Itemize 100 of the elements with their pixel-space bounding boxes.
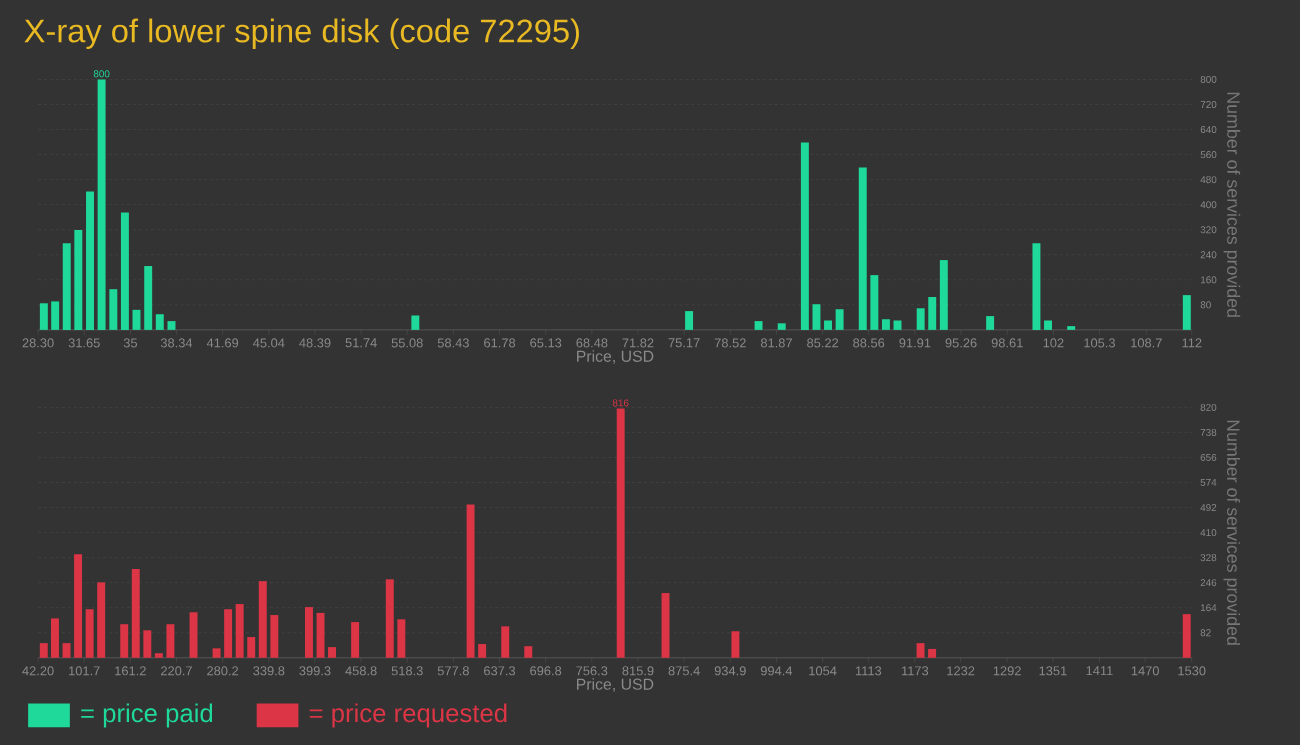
y-tick-label: 82: [1200, 629, 1211, 637]
y-tick-label: 640: [1200, 125, 1217, 133]
x-tick-label: 88.56: [853, 338, 885, 348]
bar: [928, 296, 937, 330]
x-tick-label: 1470: [1131, 666, 1159, 676]
x-tick-label: 518.3: [391, 666, 423, 676]
bar: [189, 612, 198, 658]
x-tick-label: 75.17: [668, 338, 700, 348]
bar: [1032, 243, 1041, 330]
bar: [616, 408, 625, 658]
bar: [881, 319, 890, 330]
x-tick-label: 45.04: [253, 338, 285, 348]
x-tick-label: 105.3: [1084, 338, 1115, 348]
bar: [893, 320, 902, 330]
bar: [120, 212, 129, 330]
y-tick-label: 560: [1200, 150, 1217, 158]
bar: [120, 624, 129, 658]
x-tick-label: 85.22: [807, 338, 839, 348]
y-tick-label: 240: [1200, 251, 1217, 259]
bar: [754, 321, 763, 330]
x-tick-label: 577.8: [437, 666, 469, 676]
bar: [86, 191, 94, 330]
x-tick-label: 35: [123, 338, 138, 348]
x-tick-label: 31.65: [68, 338, 100, 348]
bar: [777, 323, 786, 330]
bar: [270, 614, 279, 658]
y-tick-label: 738: [1200, 428, 1217, 436]
x-tick-label: 1232: [947, 666, 975, 676]
x-tick-label: 48.39: [299, 338, 331, 348]
bar: [858, 167, 867, 330]
bar: [131, 568, 140, 658]
bar: [466, 504, 475, 658]
y-tick-label: 800: [1200, 75, 1217, 83]
x-tick-label: 815.9: [622, 666, 654, 676]
bar: [235, 603, 244, 658]
bar: [62, 643, 71, 658]
legend-label: = price requested: [309, 703, 507, 728]
x-tick-label: 1530: [1178, 666, 1206, 676]
x-tick-label: 161.2: [115, 666, 146, 676]
bar: [385, 579, 394, 658]
bar: [928, 648, 937, 658]
y-tick-label: 400: [1200, 201, 1217, 209]
y-tick-label: 480: [1200, 176, 1217, 184]
x-tick-label: 102: [1043, 338, 1064, 348]
x-tick-label: 81.87: [760, 338, 792, 348]
x-tick-label: 1411: [1086, 666, 1113, 675]
x-tick-label: 71.82: [622, 338, 654, 348]
bar: [305, 606, 313, 658]
x-tick-label: 1054: [809, 666, 837, 676]
y-tick-label: 246: [1200, 579, 1217, 587]
x-axis-title: Price, USD: [577, 350, 654, 364]
x-tick-label: 399.3: [299, 666, 331, 676]
bar: [144, 265, 153, 330]
y-tick-label: 820: [1200, 403, 1217, 411]
bar: [812, 304, 821, 330]
x-tick-label: 42.20: [22, 666, 54, 676]
bar: [74, 229, 83, 330]
bar: [1182, 614, 1191, 658]
x-tick-label: 220.7: [161, 666, 192, 676]
y-axis-title: Number of services provided: [1223, 420, 1241, 645]
bar: [501, 626, 510, 658]
bar: [397, 619, 406, 658]
bar: [478, 643, 487, 658]
y-axis-title: Number of services provided: [1223, 92, 1241, 317]
x-tick-label: 61.78: [484, 338, 516, 348]
bar: [411, 315, 420, 330]
bar: [1182, 295, 1191, 330]
x-tick-label: 55.08: [391, 338, 423, 348]
bar: [85, 609, 94, 658]
bar: [167, 321, 176, 330]
y-tick-label: 160: [1201, 276, 1217, 284]
bar: [685, 310, 694, 330]
x-axis-title: Price, USD: [577, 678, 654, 692]
bar: [39, 303, 48, 330]
x-tick-label: 339.8: [253, 666, 285, 676]
bar: [50, 618, 59, 658]
bar: [316, 612, 325, 658]
x-tick-label: 458.8: [345, 666, 377, 676]
bar: [166, 624, 175, 658]
bar: [154, 653, 163, 658]
x-tick-label: 95.26: [945, 338, 977, 348]
x-tick-label: 112: [1182, 338, 1202, 348]
x-tick-label: 51.74: [345, 338, 377, 348]
bar: [824, 320, 833, 330]
bar: [1067, 326, 1076, 330]
y-tick-label: 492: [1200, 503, 1217, 511]
bar: [74, 554, 83, 658]
chart-title: X-ray of lower spine disk (code 72295): [24, 18, 579, 49]
bar: [97, 582, 106, 658]
x-tick-label: 1173: [902, 666, 929, 676]
bar: [1044, 320, 1052, 330]
y-tick-label: 574: [1200, 478, 1217, 486]
y-tick-label: 80: [1200, 301, 1211, 309]
x-tick-label: 78.52: [714, 338, 746, 348]
x-tick-label: 1351: [1039, 666, 1067, 676]
x-tick-label: 101.7: [69, 666, 100, 676]
bar: [155, 314, 164, 330]
x-tick-label: 756.3: [576, 666, 608, 676]
x-tick-label: 38.34: [160, 338, 193, 348]
bar: [224, 609, 233, 658]
